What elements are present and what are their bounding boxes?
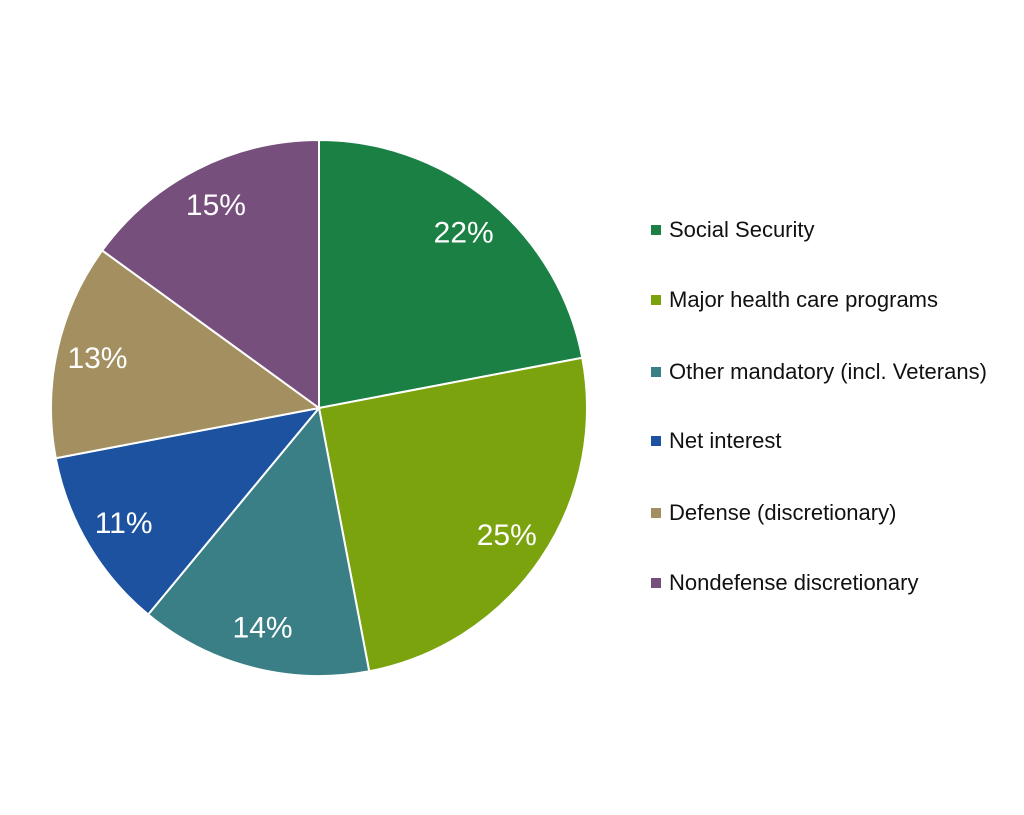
- legend-label: Other mandatory (incl. Veterans): [669, 359, 987, 384]
- slice-label: 13%: [67, 342, 127, 375]
- legend-item: Defense (discretionary): [651, 500, 896, 526]
- pie-slice: [317, 356, 588, 673]
- legend-label: Nondefense discretionary: [669, 570, 919, 595]
- legend-item: Major health care programs: [651, 287, 938, 313]
- legend-item: Other mandatory (incl. Veterans): [651, 359, 987, 385]
- legend-item: Net interest: [651, 428, 782, 454]
- legend-swatch: [651, 367, 661, 377]
- legend-swatch: [651, 578, 661, 588]
- legend-label: Social Security: [669, 217, 815, 242]
- slice-label: 14%: [233, 611, 293, 644]
- legend-label: Major health care programs: [669, 287, 939, 312]
- slice-label: 11%: [95, 507, 153, 540]
- legend-swatch: [651, 225, 661, 235]
- legend-swatch: [651, 436, 661, 446]
- legend-item: Nondefense discretionary: [651, 570, 918, 596]
- legend-swatch: [651, 295, 661, 305]
- legend-item: Social Security: [651, 217, 815, 243]
- slice-label: 15%: [186, 189, 246, 222]
- pie-slice: [318, 138, 584, 410]
- pie-slice: [50, 249, 322, 460]
- legend-label: Defense (discretionary): [669, 500, 897, 525]
- legend-swatch: [651, 508, 661, 518]
- slice-label: 22%: [434, 217, 494, 250]
- legend-label: Net interest: [669, 428, 782, 453]
- pie-slice: [100, 138, 320, 410]
- slice-label: 25%: [477, 519, 537, 552]
- pie-slice: [146, 405, 371, 677]
- pie-slice: [54, 406, 322, 616]
